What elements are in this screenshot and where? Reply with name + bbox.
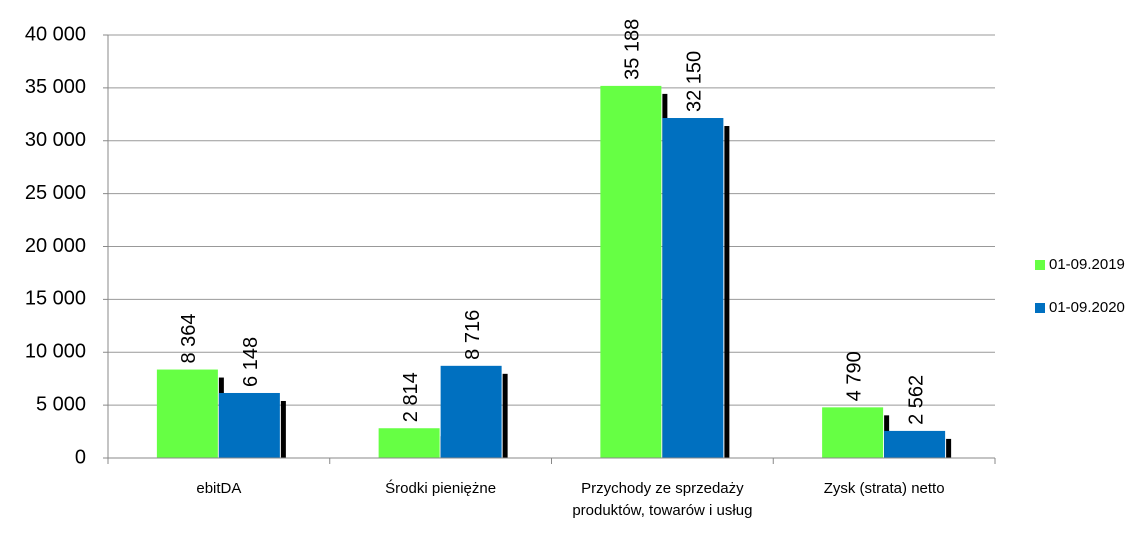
bar xyxy=(884,430,946,458)
y-tick-label: 0 xyxy=(75,446,86,468)
y-tick-label: 15 000 xyxy=(25,288,86,310)
y-tick-label: 20 000 xyxy=(25,235,86,257)
y-tick-label: 10 000 xyxy=(25,341,86,363)
bar xyxy=(822,407,884,458)
data-label: 2 562 xyxy=(905,375,927,425)
bar-shadow xyxy=(502,373,508,458)
legend-swatch xyxy=(1035,260,1045,270)
legend-label: 01-09.2020 xyxy=(1049,299,1125,316)
y-tick-label: 5 000 xyxy=(36,393,86,415)
data-label: 35 188 xyxy=(622,19,644,80)
bar-shadow xyxy=(280,400,286,458)
bar xyxy=(600,85,662,458)
data-label: 8 716 xyxy=(462,310,484,360)
y-tick-label: 25 000 xyxy=(25,182,86,204)
bar xyxy=(218,392,280,458)
y-tick-label: 40 000 xyxy=(25,23,86,45)
bar xyxy=(156,369,218,458)
x-tick-label: ebitDA xyxy=(196,480,242,497)
bar xyxy=(662,118,724,459)
y-tick-label: 35 000 xyxy=(25,76,86,98)
x-tick-label: Zysk (strata) netto xyxy=(823,480,945,497)
data-label: 8 364 xyxy=(178,313,200,363)
data-label: 2 814 xyxy=(400,372,422,422)
data-label: 6 148 xyxy=(240,337,262,387)
bar-shadow xyxy=(946,438,952,458)
bar-shadow xyxy=(724,126,730,459)
legend-label: 01-09.2019 xyxy=(1049,256,1125,273)
data-label: 32 150 xyxy=(684,51,706,112)
bar xyxy=(440,365,502,458)
legend-swatch xyxy=(1035,303,1045,313)
x-tick-label: Przychody ze sprzedaży produktów, towaró… xyxy=(572,480,753,519)
x-tick-label: Środki pieniężne xyxy=(385,480,497,497)
data-label: 4 790 xyxy=(843,351,865,401)
y-tick-label: 30 000 xyxy=(25,129,86,151)
bar xyxy=(378,428,440,458)
